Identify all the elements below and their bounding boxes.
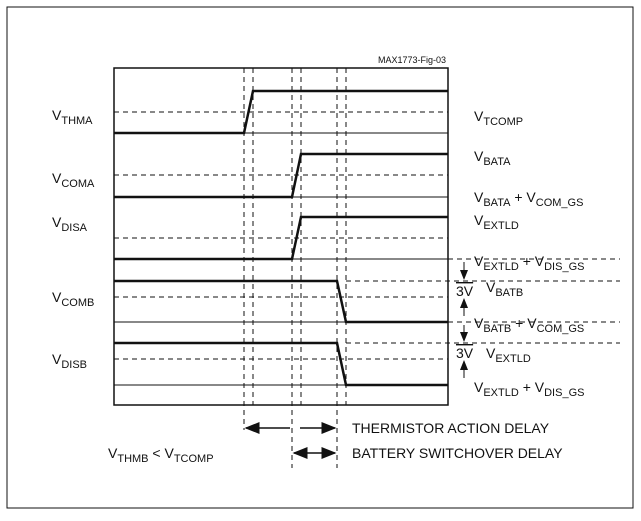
subscript: TCOMP [483, 116, 523, 128]
delay-arrows [244, 422, 337, 459]
label-part: + V [519, 253, 545, 269]
subscript: BATB [495, 287, 523, 299]
subscript: THMA [61, 115, 93, 127]
label-part: V [474, 253, 484, 269]
subscript: EXTLD [483, 387, 519, 399]
label-part: V [474, 315, 484, 331]
waveforms [114, 89, 448, 387]
label-part: V [474, 108, 484, 124]
subscript: EXTLD [495, 353, 531, 365]
label-part: < V [149, 445, 175, 461]
level-label: VTCOMP [474, 108, 523, 128]
signal-label: VDISA [52, 214, 88, 234]
label-part: V [474, 189, 484, 205]
label-part: + V [519, 379, 545, 395]
label-part: V [52, 289, 62, 305]
subscript: COM_GS [537, 323, 585, 335]
level-label: VEXTLD + VDIS_GS [474, 253, 584, 273]
subscript: EXTLD [483, 261, 519, 273]
signal-label: VCOMA [52, 170, 95, 190]
subscript: COMA [61, 178, 95, 190]
label-part: V [486, 279, 496, 295]
frame [6, 6, 634, 509]
level-label: VBATA + VCOM_GS [474, 189, 583, 209]
plot-box [113, 67, 449, 406]
label-part: V [474, 212, 484, 228]
level-label: VBATB + VCOM_GS [474, 315, 584, 335]
signal-label: VDISB [52, 351, 87, 371]
subscript: EXTLD [483, 220, 519, 232]
level-label: VBATA [474, 148, 511, 168]
label-part: V [52, 214, 62, 230]
level-label: VEXTLD [474, 212, 519, 232]
subscript: DISB [61, 359, 87, 371]
subscript: BATA [483, 156, 511, 168]
condition-label: VTHMB < VTCOMP [108, 445, 214, 465]
level-label: VEXTLD + VDIS_GS [474, 379, 584, 399]
subscript: DIS_GS [544, 261, 584, 273]
dashed-lines [114, 68, 620, 468]
subscript: COM_GS [536, 197, 584, 209]
label-part: V [52, 170, 62, 186]
label-part: V [474, 148, 484, 164]
label-part: V [474, 379, 484, 395]
subscript: COMB [61, 297, 94, 309]
level-label: VEXTLD [486, 345, 531, 365]
subscript: THMB [117, 453, 148, 465]
subscript: BATB [483, 323, 511, 335]
label-part: V [486, 345, 496, 361]
label-part: + V [510, 189, 536, 205]
label-part: V [108, 445, 118, 461]
label-part: V [52, 351, 62, 367]
figure-id: MAX1773-Fig-03 [378, 55, 446, 65]
subscript: BATA [483, 197, 511, 209]
subscript: DIS_GS [544, 387, 584, 399]
step-label: 3V [456, 283, 474, 299]
delay-label: BATTERY SWITCHOVER DELAY [352, 445, 563, 461]
label-part: V [52, 107, 62, 123]
signal-label: VTHMA [52, 107, 93, 127]
subscript: TCOMP [174, 453, 214, 465]
subscript: DISA [61, 222, 87, 234]
signal-label: VCOMB [52, 289, 94, 309]
label-part: + V [511, 315, 537, 331]
step-label: 3V [456, 345, 474, 361]
delay-label: THERMISTOR ACTION DELAY [352, 420, 550, 436]
level-label: VBATB [486, 279, 523, 299]
